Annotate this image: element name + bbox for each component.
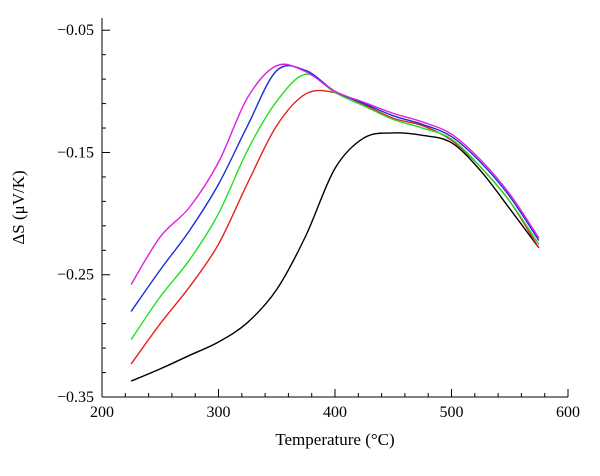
series-line-5 <box>130 63 540 285</box>
x-tick-label: 300 <box>207 404 231 421</box>
y-tick-label: −0.05 <box>57 22 94 39</box>
y-axis-title: ΔS (μV/K) <box>9 170 28 244</box>
axes: 200 300 400 500 600 −0.05 −0.15 −0.25 −0.35 <box>57 18 580 421</box>
series-line-4 <box>130 64 540 312</box>
series-group <box>130 63 540 382</box>
x-tick-label: 500 <box>440 404 464 421</box>
y-tick-label: −0.35 <box>57 389 94 406</box>
x-tick-label: 600 <box>556 404 580 421</box>
x-tick-label: 400 <box>323 404 347 421</box>
y-tick-label: −0.25 <box>57 267 94 284</box>
series-line-3 <box>130 73 540 340</box>
series-line-1 <box>130 132 540 382</box>
x-axis-title: Temperature (°C) <box>275 430 394 449</box>
x-tick-label: 200 <box>90 404 114 421</box>
y-tick-label: −0.15 <box>57 144 94 161</box>
